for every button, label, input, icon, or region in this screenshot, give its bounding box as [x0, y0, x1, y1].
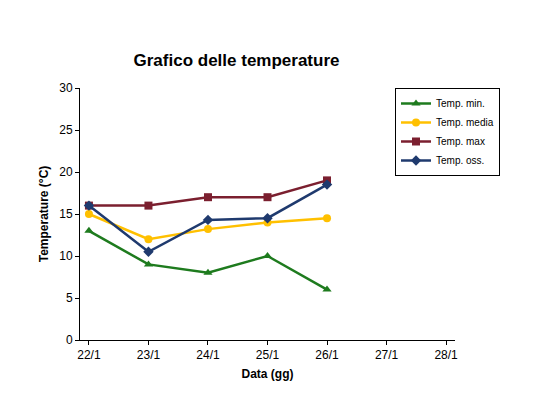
svg-text:25/1: 25/1 — [256, 348, 280, 362]
svg-text:Temp. max: Temp. max — [436, 136, 485, 147]
svg-text:Temperature (°C): Temperature (°C) — [37, 166, 51, 263]
svg-text:5: 5 — [66, 291, 73, 305]
svg-text:23/1: 23/1 — [137, 348, 161, 362]
svg-text:25: 25 — [59, 123, 73, 137]
svg-text:Data (gg): Data (gg) — [242, 367, 294, 381]
svg-text:26/1: 26/1 — [315, 348, 339, 362]
svg-text:Temp. media: Temp. media — [436, 117, 494, 128]
svg-text:30: 30 — [59, 81, 73, 95]
svg-text:15: 15 — [59, 207, 73, 221]
svg-text:28/1: 28/1 — [434, 348, 458, 362]
svg-text:22/1: 22/1 — [77, 348, 101, 362]
svg-text:Grafico delle temperature: Grafico delle temperature — [134, 51, 340, 70]
svg-text:24/1: 24/1 — [196, 348, 220, 362]
svg-text:27/1: 27/1 — [375, 348, 399, 362]
svg-text:0: 0 — [66, 333, 73, 347]
svg-text:Temp. oss.: Temp. oss. — [436, 155, 484, 166]
svg-text:Temp. min.: Temp. min. — [436, 98, 485, 109]
svg-text:10: 10 — [59, 249, 73, 263]
svg-text:20: 20 — [59, 165, 73, 179]
